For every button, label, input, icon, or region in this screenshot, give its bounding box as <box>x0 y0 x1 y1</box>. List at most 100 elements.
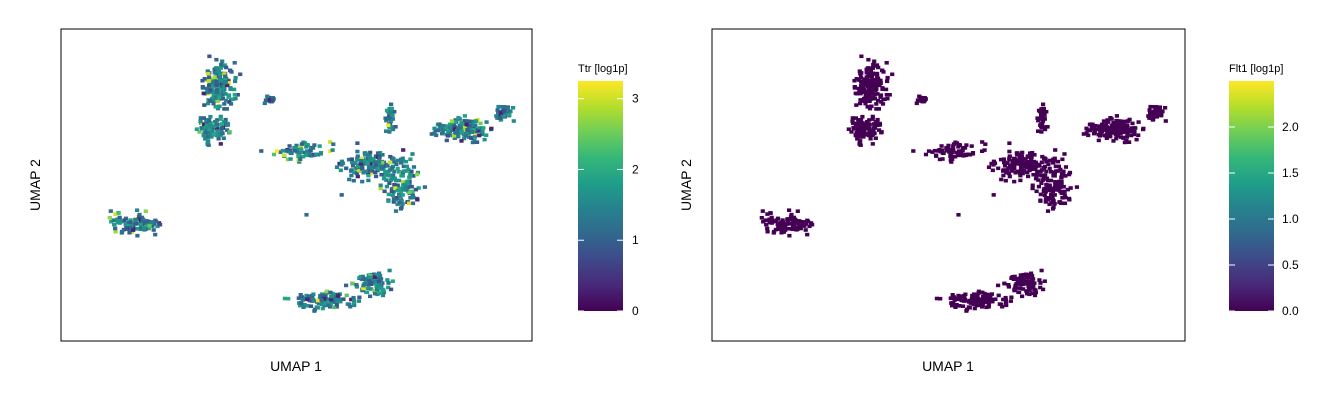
umap-point <box>215 72 220 76</box>
umap-point <box>477 133 482 138</box>
umap-point <box>858 71 863 76</box>
umap-point <box>1013 277 1018 281</box>
umap-point <box>117 221 122 225</box>
umap-point <box>878 95 883 99</box>
umap-point <box>411 195 416 200</box>
umap-point <box>377 160 382 164</box>
umap-point <box>1021 169 1026 173</box>
umap-point <box>1031 277 1036 281</box>
umap-point <box>1159 112 1164 117</box>
umap-point <box>452 134 457 138</box>
umap-point <box>1120 124 1125 128</box>
umap-point <box>415 197 420 202</box>
umap-point <box>1041 102 1046 107</box>
umap-point <box>954 302 959 307</box>
umap-point <box>409 169 414 174</box>
umap-point <box>139 215 145 220</box>
umap-point <box>495 116 500 120</box>
umap-point <box>453 131 459 135</box>
umap-point <box>208 121 213 125</box>
umap-point <box>1017 160 1022 165</box>
umap-point <box>464 131 469 135</box>
umap-point <box>358 275 363 280</box>
umap-point <box>881 70 886 74</box>
umap-point <box>1012 156 1017 161</box>
umap-point <box>933 153 939 158</box>
umap-point <box>797 223 802 228</box>
umap-point <box>966 152 971 157</box>
umap-point <box>780 226 786 231</box>
umap-point <box>112 222 117 227</box>
umap-point <box>373 291 378 296</box>
umap-point <box>386 117 391 121</box>
umap-point <box>763 218 768 222</box>
umap-point <box>1036 178 1041 182</box>
umap-point <box>379 277 384 281</box>
umap-point <box>218 66 223 70</box>
umap-point <box>876 107 881 111</box>
umap-point <box>389 287 394 292</box>
umap-point <box>135 226 140 231</box>
umap-point <box>1009 169 1014 173</box>
umap-point <box>353 168 358 172</box>
umap-point <box>356 164 361 169</box>
umap-point <box>392 182 397 187</box>
umap-point <box>1032 293 1038 298</box>
umap-point <box>411 174 416 178</box>
umap-point <box>1050 189 1055 194</box>
umap-point <box>1089 122 1094 126</box>
umap-point <box>437 122 442 126</box>
umap-point <box>948 296 953 300</box>
umap-point <box>311 292 316 297</box>
umap-point <box>366 171 371 176</box>
umap-point <box>781 230 787 234</box>
umap-point <box>1002 281 1007 286</box>
umap-point <box>854 103 859 107</box>
umap-point <box>1020 162 1025 166</box>
umap-point <box>850 116 855 120</box>
umap-point <box>199 126 204 130</box>
umap-point <box>294 143 299 148</box>
umap-point <box>223 76 228 80</box>
umap-point <box>975 293 980 297</box>
umap-point <box>434 133 439 138</box>
umap-point <box>988 293 993 297</box>
umap-point <box>299 142 304 146</box>
umap-point <box>1153 108 1159 113</box>
umap-point <box>863 101 868 106</box>
umap-point <box>368 171 373 176</box>
umap-point <box>205 88 210 93</box>
umap-point <box>865 105 870 109</box>
umap-point <box>873 81 878 86</box>
umap-point <box>1063 165 1069 169</box>
umap-point <box>207 75 212 80</box>
umap-point <box>859 127 864 131</box>
umap-point <box>1109 123 1114 128</box>
colorbar-tick-label: 3 <box>632 92 639 106</box>
umap-point <box>212 120 218 125</box>
umap-point <box>198 119 203 124</box>
umap-point <box>953 305 958 309</box>
umap-point <box>358 159 363 163</box>
umap-point <box>877 128 882 132</box>
umap-point <box>878 78 883 83</box>
umap-point <box>349 297 354 302</box>
umap-point <box>1130 121 1135 126</box>
umap-point <box>355 174 360 179</box>
umap-point <box>884 93 889 97</box>
umap-point <box>992 161 997 165</box>
umap-point <box>376 285 381 290</box>
umap-point <box>1034 173 1039 178</box>
umap-point <box>400 193 405 197</box>
umap-point <box>225 128 230 132</box>
umap-point <box>1132 129 1137 134</box>
umap-point <box>505 107 510 111</box>
umap-point <box>377 271 382 276</box>
umap-point <box>382 164 387 168</box>
umap-point <box>280 148 285 153</box>
umap-point <box>361 286 366 291</box>
umap-point <box>922 98 927 102</box>
umap-point <box>793 222 798 226</box>
umap-point <box>348 304 353 309</box>
umap-point <box>204 123 209 128</box>
